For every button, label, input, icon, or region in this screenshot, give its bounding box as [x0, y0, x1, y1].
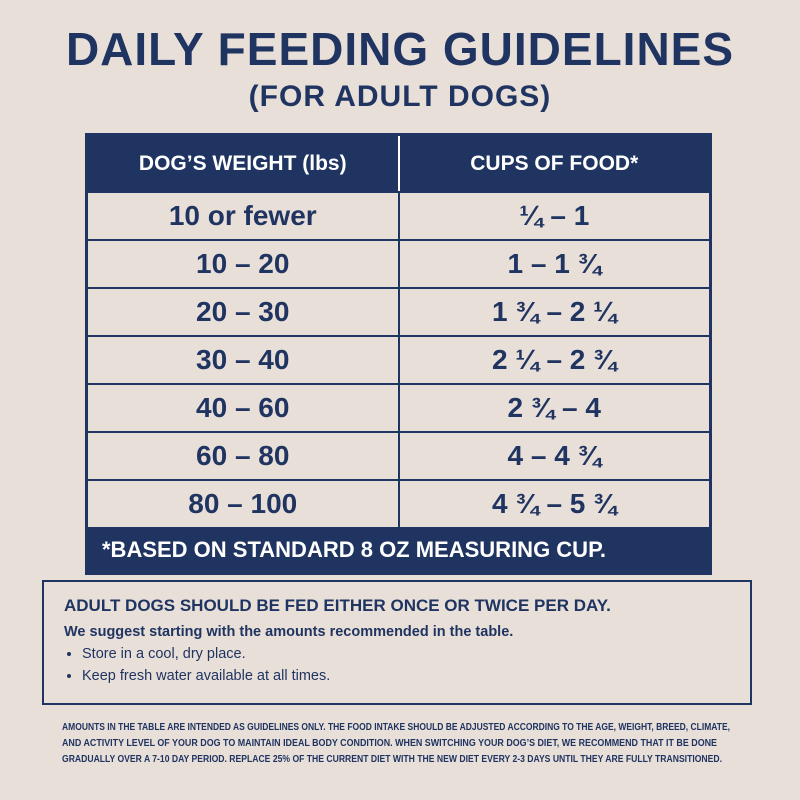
- bullet: Store in a cool, dry place.: [82, 646, 730, 662]
- table-cell: 1 ¾ – 2 ¼: [491, 296, 617, 327]
- feeding-table: DOG’S WEIGHT (lbs) CUPS OF FOOD* 10 or f…: [85, 133, 712, 575]
- table-row: 80 – 100 4 ¾ – 5 ¾: [88, 479, 709, 527]
- table-cell: 60 – 80: [88, 433, 400, 479]
- disclaimer-line: AND ACTIVITY LEVEL OF YOUR DOG TO MAINTA…: [62, 738, 717, 749]
- info-box: ADULT DOGS SHOULD BE FED EITHER ONCE OR …: [42, 580, 752, 705]
- table-cell: 20 – 30: [88, 289, 400, 335]
- table-cell: 80 – 100: [88, 481, 400, 527]
- table-cell: 30 – 40: [88, 337, 400, 383]
- table-cell: 40 – 60: [88, 385, 400, 431]
- table-row: 10 – 20 1 – 1 ¾: [88, 239, 709, 287]
- table-body: 10 or fewer ¼ – 1 10 – 20 1 – 1 ¾ 20 – 30 1 ¾…: [88, 191, 709, 527]
- table-cell: 4 ¾ – 5 ¾: [491, 488, 617, 519]
- header-cell: CUPS OF FOOD*: [470, 151, 639, 175]
- table-cell: 4 – 4 ¾: [507, 440, 601, 471]
- table-cell: 1 – 1 ¾: [507, 248, 601, 279]
- table-row: 60 – 80 4 – 4 ¾: [88, 431, 709, 479]
- table-cell: ¼ – 1: [519, 200, 590, 231]
- table-header: DOG’S WEIGHT (lbs) CUPS OF FOOD*: [88, 136, 709, 191]
- table-cell: 2 ¾ – 4: [507, 392, 601, 423]
- bullet: Keep fresh water available at all times.: [82, 668, 730, 684]
- disclaimer-line: GRADUALLY OVER A 7-10 DAY PERIOD. REPLAC…: [62, 754, 722, 765]
- table-row: 40 – 60 2 ¾ – 4: [88, 383, 709, 431]
- title: DAILY FEEDING GUIDELINES: [65, 23, 735, 75]
- subtitle: (FOR ADULT DOGS): [248, 80, 552, 113]
- info-subheading: We suggest starting with the amounts rec…: [64, 624, 514, 640]
- table-row: 30 – 40 2 ¼ – 2 ¾: [88, 335, 709, 383]
- header-cell: DOG’S WEIGHT (lbs): [88, 136, 400, 191]
- table-cell: 10 or fewer: [88, 193, 400, 239]
- disclaimer-line: AMOUNTS IN THE TABLE ARE INTENDED AS GUI…: [62, 722, 730, 733]
- bullet-list: Store in a cool, dry place. Keep fresh wa…: [64, 646, 730, 684]
- table-cell: 10 – 20: [88, 241, 400, 287]
- table-row: 10 or fewer ¼ – 1: [88, 191, 709, 239]
- disclaimer: AMOUNTS IN THE TABLE ARE INTENDED AS GUI…: [62, 722, 730, 765]
- info-heading: ADULT DOGS SHOULD BE FED EITHER ONCE OR …: [64, 596, 611, 615]
- table-cell: 2 ¼ – 2 ¾: [491, 344, 617, 375]
- table-footnote: *BASED ON STANDARD 8 OZ MEASURING CUP.: [88, 527, 709, 572]
- table-row: 20 – 30 1 ¾ – 2 ¼: [88, 287, 709, 335]
